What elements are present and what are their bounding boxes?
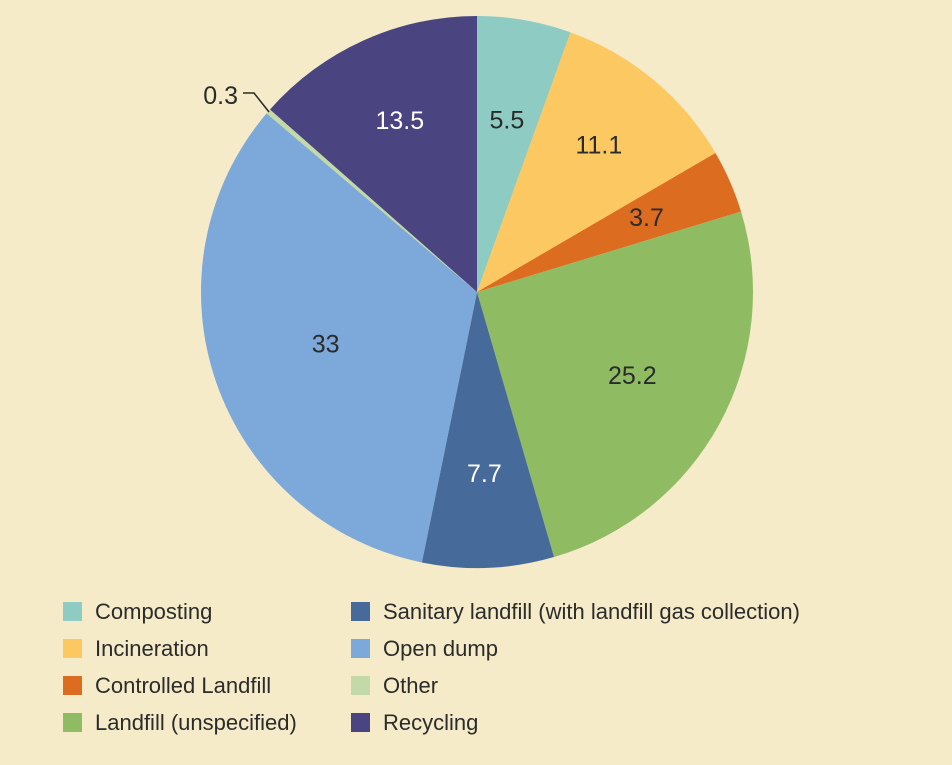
legend-label: Composting [95, 598, 213, 624]
legend-item-controlled-landfill: Controlled Landfill [63, 673, 351, 699]
slice-value-label-open-dump: 33 [312, 330, 340, 358]
legend-label: Controlled Landfill [95, 672, 272, 698]
slice-value-label-controlled-landfill: 3.7 [629, 204, 664, 232]
slice-value-label-composting: 5.5 [490, 107, 525, 135]
legend-label: Open dump [383, 635, 498, 661]
slice-value-label-sanitary-landfill-with-landfill-gas-collection: 7.7 [467, 460, 502, 488]
legend-item-open-dump: Open dump [351, 636, 800, 662]
pie-slice-open-dump [201, 113, 477, 563]
pie-slice-sanitary-landfill-with-landfill-gas-collection [421, 292, 554, 568]
slice-value-label-other: 0.3 [203, 82, 238, 110]
pie-slice-other [266, 109, 477, 292]
pie-slice-incineration [477, 32, 716, 292]
pie-slice-recycling [269, 16, 477, 292]
legend-item-other: Other [351, 673, 800, 699]
pie-slice-composting [477, 16, 571, 292]
legend-label: Recycling [383, 709, 479, 735]
legend-label: Incineration [95, 635, 209, 661]
legend-item-incineration: Incineration [63, 636, 351, 662]
legend-swatch-icon [63, 602, 82, 621]
pie-slice-landfill-unspecified [477, 211, 753, 558]
legend-swatch-icon [351, 676, 370, 695]
legend-item-landfill-unspecified: Landfill (unspecified) [63, 710, 351, 736]
legend-swatch-icon [63, 639, 82, 658]
legend-item-sanitary-landfill-with-landfill-gas-collection: Sanitary landfill (with landfill gas col… [351, 599, 800, 625]
legend-item-composting: Composting [63, 599, 351, 625]
pie-slice-controlled-landfill [477, 153, 742, 292]
legend-swatch-icon [351, 639, 370, 658]
pie-chart: 5.5 11.1 3.7 25.2 7.7 33 0.3 13.5 [201, 16, 753, 568]
legend-item-recycling: Recycling [351, 710, 800, 736]
legend-swatch-icon [351, 602, 370, 621]
legend-swatch-icon [63, 713, 82, 732]
legend-swatch-icon [351, 713, 370, 732]
slice-value-label-landfill-unspecified: 25.2 [608, 362, 657, 390]
callout-line-other [243, 92, 270, 113]
legend-swatch-icon [63, 676, 82, 695]
legend: Composting Incineration Controlled Landfil… [63, 593, 800, 741]
slice-value-label-recycling: 13.5 [375, 107, 424, 135]
legend-label: Sanitary landfill (with landfill gas col… [383, 598, 800, 624]
slice-value-label-incineration: 11.1 [575, 132, 622, 160]
legend-label: Landfill (unspecified) [95, 709, 297, 735]
legend-label: Other [383, 672, 439, 698]
